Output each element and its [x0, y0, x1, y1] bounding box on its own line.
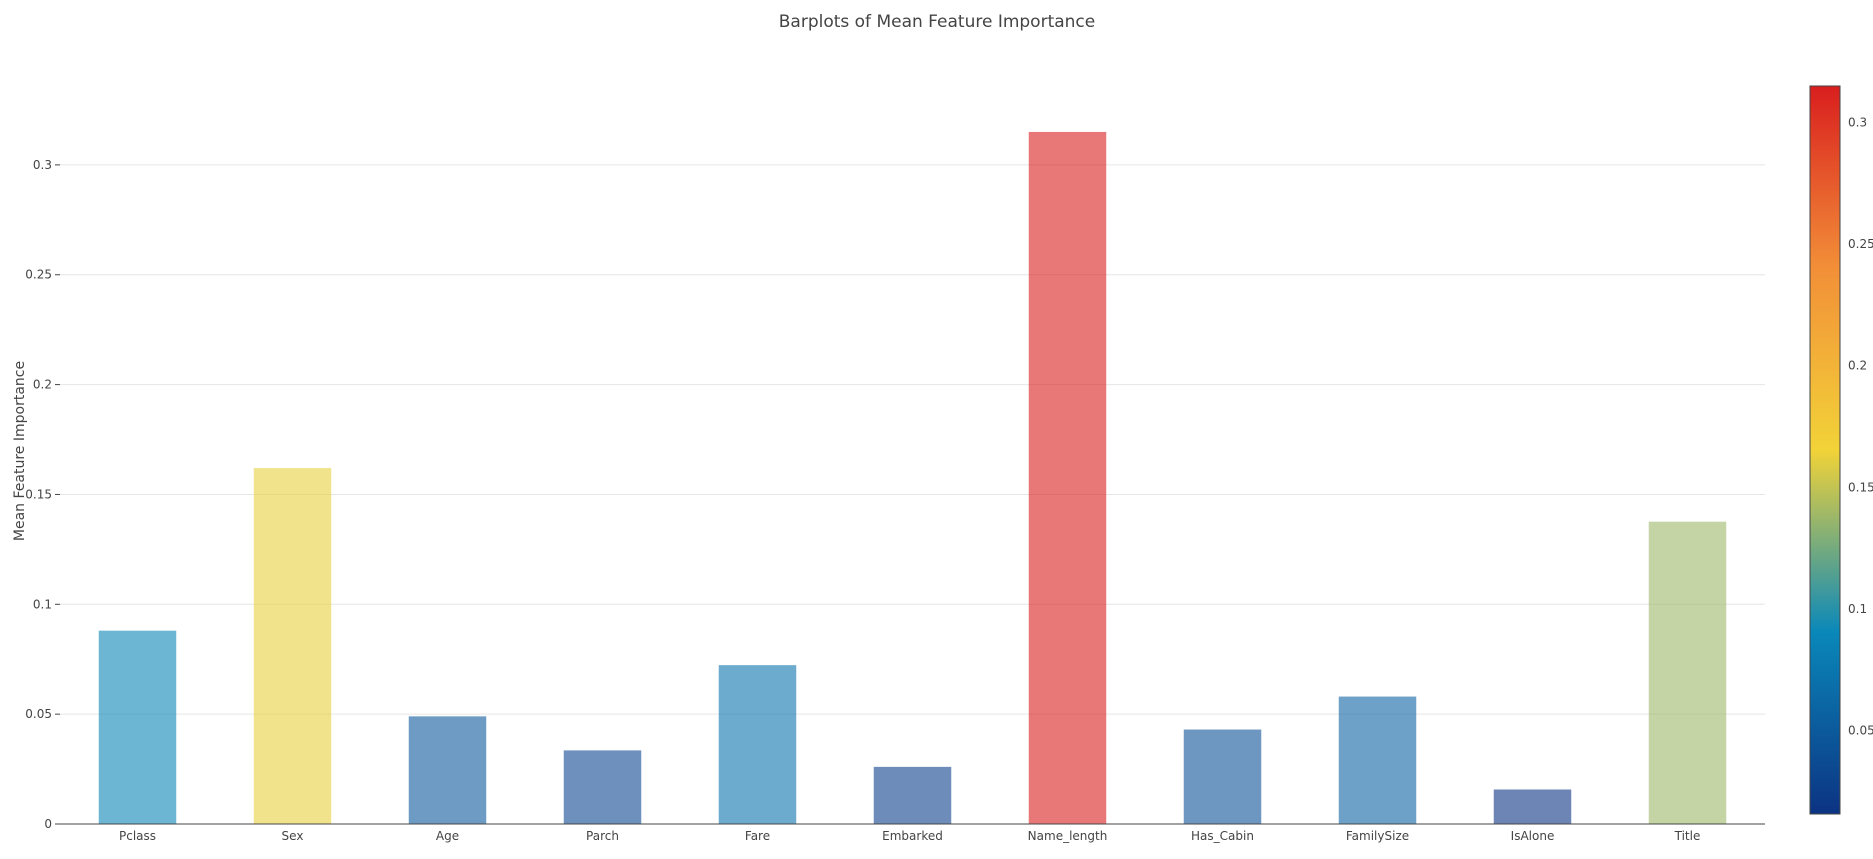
y-tick-label: 0.15	[25, 487, 52, 501]
y-tick-label: 0.1	[33, 597, 52, 611]
x-tick-label: Parch	[586, 829, 619, 843]
chart-title: Barplots of Mean Feature Importance	[779, 12, 1095, 32]
x-tick-label: Has_Cabin	[1191, 829, 1254, 843]
bar-name-length[interactable]	[1028, 131, 1107, 824]
x-tick-label: FamilySize	[1346, 829, 1409, 843]
bar-pclass[interactable]	[98, 630, 177, 824]
x-tick-labels: Pclass Sex Age Parch Fare Embarked Name_length…	[119, 829, 1700, 843]
colorbar-tick-labels: 0.05 0.1 0.15 0.2 0.25 0.3	[1848, 115, 1873, 737]
colorbar-tick-label: 0.15	[1848, 480, 1873, 494]
bar-isalone[interactable]	[1493, 789, 1572, 824]
bar-sex[interactable]	[253, 468, 332, 824]
colorbar-gradient	[1809, 85, 1841, 815]
colorbar-tick-label: 0.25	[1848, 237, 1873, 251]
grid-lines	[60, 164, 1765, 715]
y-axis-title: Mean Feature Importance	[12, 361, 28, 541]
y-tick-label: 0	[44, 817, 52, 831]
x-tick-label: IsAlone	[1511, 829, 1555, 843]
bars	[98, 131, 1727, 824]
y-tick-label: 0.3	[33, 158, 52, 172]
x-tick-label: Title	[1674, 829, 1701, 843]
colorbar-tick-label: 0.05	[1848, 724, 1873, 738]
x-tick-label: Age	[436, 829, 459, 843]
x-tick-label: Pclass	[119, 829, 156, 843]
x-tick-label: Fare	[745, 829, 770, 843]
bar-embarked[interactable]	[873, 766, 952, 824]
bar-fare[interactable]	[718, 665, 797, 824]
y-tick-label: 0.05	[25, 707, 52, 721]
bar-title[interactable]	[1648, 521, 1727, 824]
colorbar-tick-label: 0.3	[1848, 115, 1867, 129]
colorbar-tick-label: 0.1	[1848, 602, 1867, 616]
y-tick-labels: 0 0.05 0.1 0.15 0.2 0.25 0.3	[25, 158, 60, 831]
colorbar-tick-label: 0.2	[1848, 359, 1867, 373]
bar-parch[interactable]	[563, 750, 642, 824]
x-tick-label: Name_length	[1028, 829, 1108, 843]
bar-age[interactable]	[408, 716, 487, 824]
x-tick-label: Embarked	[882, 829, 943, 843]
y-tick-label: 0.2	[33, 378, 52, 392]
bar-familysize[interactable]	[1338, 696, 1417, 824]
colorbar: 0.05 0.1 0.15 0.2 0.25 0.3	[1809, 85, 1873, 815]
bar-has-cabin[interactable]	[1183, 729, 1262, 824]
x-tick-label: Sex	[282, 829, 304, 843]
y-tick-label: 0.25	[25, 268, 52, 282]
